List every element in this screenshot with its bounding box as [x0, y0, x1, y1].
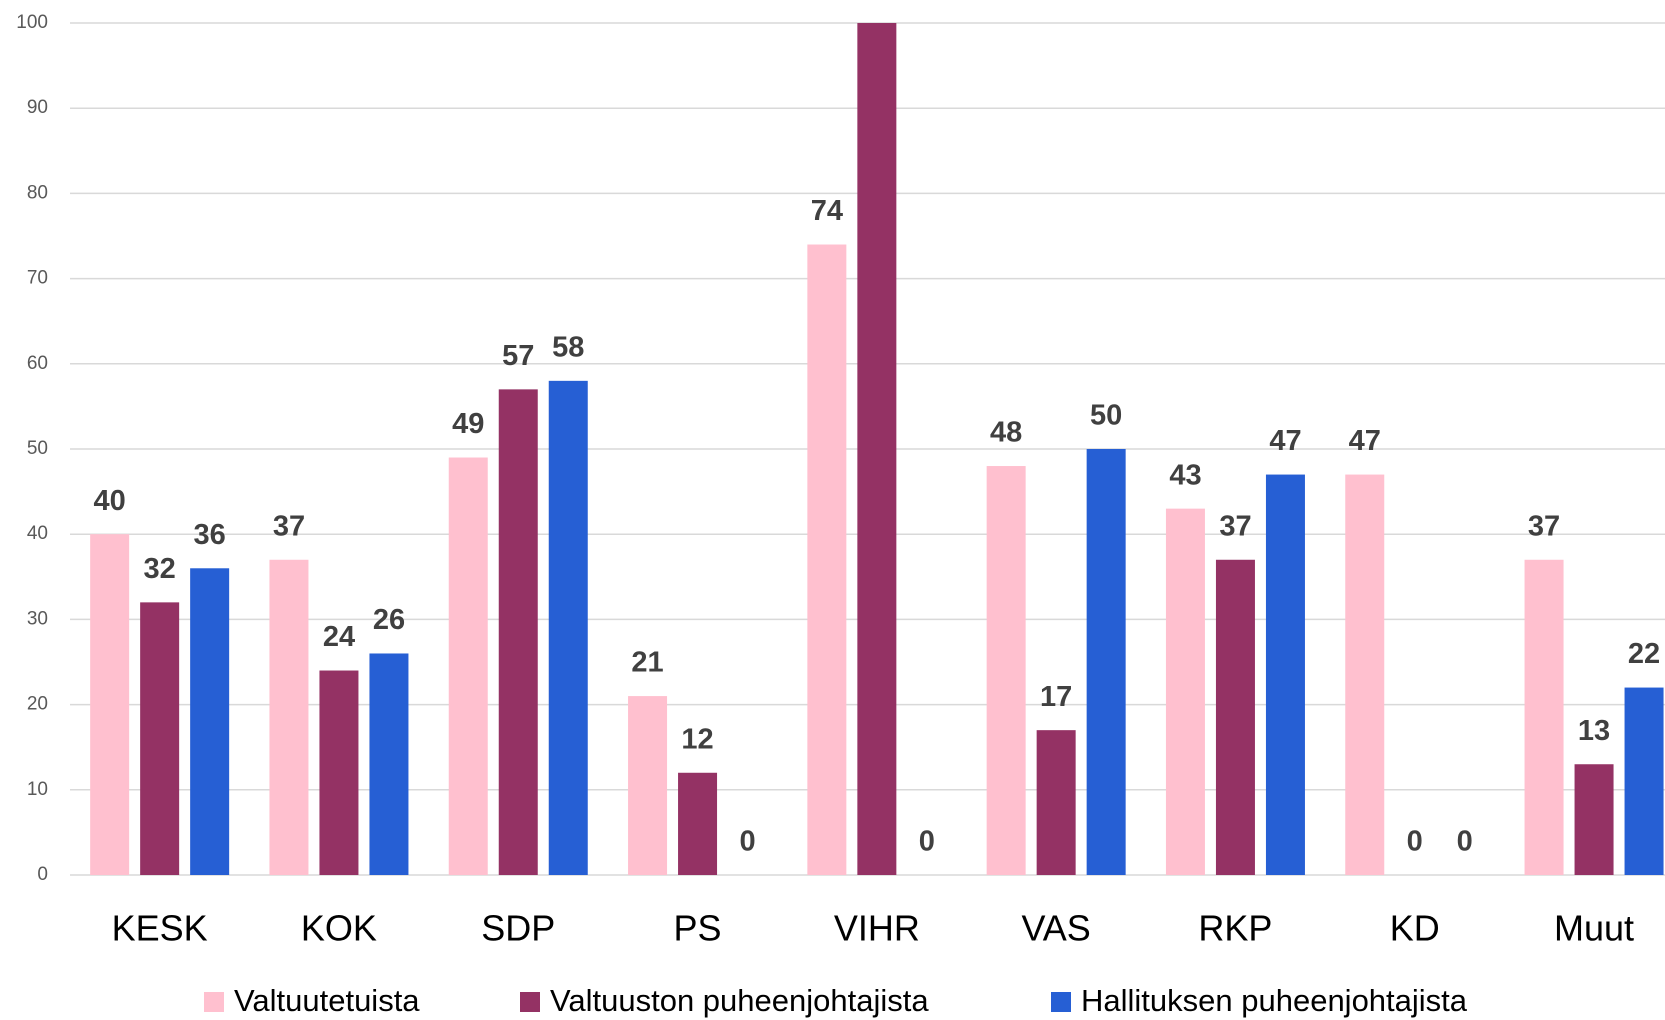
- y-tick-label: 30: [27, 608, 48, 629]
- legend-swatch: [1051, 992, 1071, 1012]
- bar: [1036, 730, 1076, 875]
- legend-label: Valtuuston puheenjohtajista: [550, 983, 929, 1018]
- value-label: 0: [919, 826, 935, 858]
- x-tick-label: KOK: [301, 908, 377, 949]
- legend-swatch: [204, 992, 224, 1012]
- x-tick-label: PS: [674, 908, 722, 949]
- bar: [1524, 559, 1564, 875]
- bar: [448, 457, 488, 875]
- value-label: 0: [739, 826, 755, 858]
- value-label: 100: [853, 0, 901, 6]
- bar: [1345, 474, 1385, 875]
- value-label: 0: [1457, 826, 1473, 858]
- value-label: 48: [990, 417, 1022, 449]
- y-tick-label: 40: [27, 523, 48, 544]
- value-label: 47: [1269, 425, 1301, 457]
- x-tick-label: KESK: [112, 908, 208, 949]
- bar: [1215, 559, 1255, 875]
- bar: [857, 23, 897, 875]
- y-tick-label: 80: [27, 182, 48, 203]
- value-label: 32: [144, 553, 176, 585]
- x-tick-label: Muut: [1554, 908, 1634, 949]
- bar: [1624, 687, 1664, 875]
- x-tick-label: VIHR: [834, 908, 920, 949]
- y-tick-label: 100: [16, 12, 48, 33]
- y-tick-label: 20: [27, 694, 48, 715]
- bar: [190, 568, 230, 875]
- y-tick-label: 10: [27, 779, 48, 800]
- value-label: 37: [1219, 510, 1251, 542]
- value-label: 49: [452, 408, 484, 440]
- x-tick-label: VAS: [1021, 908, 1090, 949]
- value-label: 43: [1169, 459, 1201, 491]
- value-label: 40: [94, 485, 126, 517]
- x-tick-label: KD: [1390, 908, 1440, 949]
- value-label: 17: [1040, 681, 1072, 713]
- bar: [319, 670, 359, 875]
- bar: [498, 389, 538, 875]
- bar: [986, 466, 1026, 875]
- bar: [548, 380, 588, 875]
- bar: [1574, 764, 1614, 875]
- value-label: 57: [502, 340, 534, 372]
- value-label: 21: [631, 647, 663, 679]
- legend-swatch: [520, 992, 540, 1012]
- value-label: 24: [323, 621, 355, 653]
- value-label: 0: [1407, 826, 1423, 858]
- value-label: 50: [1090, 400, 1122, 432]
- value-label: 22: [1628, 638, 1660, 670]
- bar: [678, 772, 718, 875]
- value-label: 36: [194, 519, 226, 551]
- value-label: 74: [811, 195, 843, 227]
- bar: [269, 559, 309, 875]
- bar: [1165, 508, 1205, 875]
- y-tick-label: 0: [37, 864, 48, 885]
- bar: [807, 244, 847, 875]
- value-label: 37: [273, 510, 305, 542]
- value-label: 37: [1528, 510, 1560, 542]
- value-label: 26: [373, 604, 405, 636]
- x-tick-label: RKP: [1198, 908, 1272, 949]
- value-label: 47: [1349, 425, 1381, 457]
- bar: [140, 602, 180, 875]
- value-label: 12: [681, 723, 713, 755]
- bar: [1086, 449, 1126, 875]
- legend-label: Valtuutetuista: [234, 983, 420, 1018]
- y-tick-label: 90: [27, 97, 48, 118]
- y-tick-label: 50: [27, 438, 48, 459]
- x-tick-label: SDP: [481, 908, 555, 949]
- bar: [628, 696, 668, 875]
- bar: [90, 534, 130, 875]
- legend-label: Hallituksen puheenjohtajista: [1081, 983, 1468, 1018]
- value-label: 13: [1578, 715, 1610, 747]
- y-tick-label: 70: [27, 268, 48, 289]
- value-label: 58: [552, 331, 584, 363]
- y-tick-label: 60: [27, 353, 48, 374]
- bar: [1265, 474, 1305, 875]
- bar: [369, 653, 409, 875]
